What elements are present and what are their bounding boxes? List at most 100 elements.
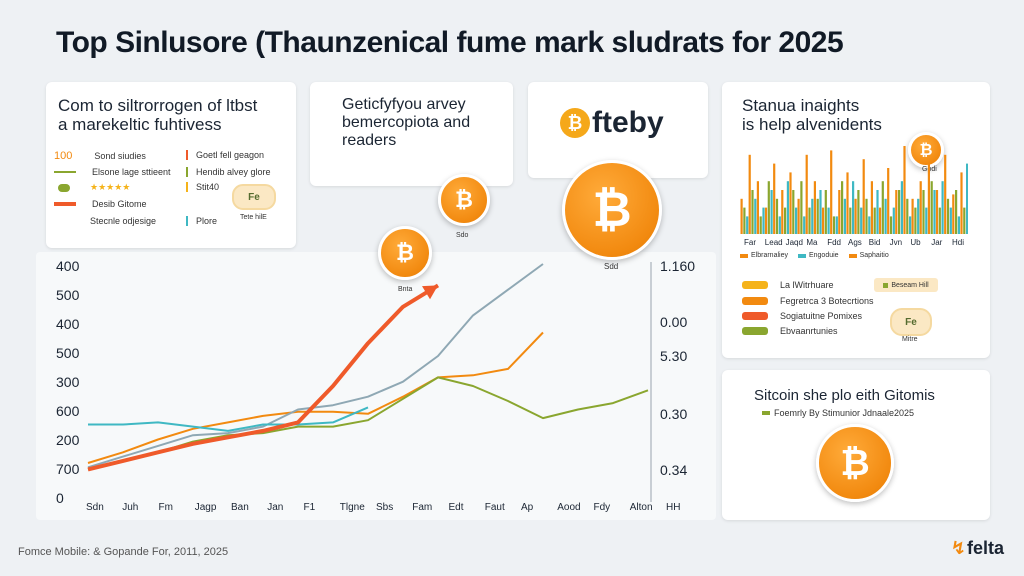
y-axis-right: 1.160 0.00 5.30 0.30 0.34 (656, 252, 716, 520)
card-title: Com to siltrorrogen of ltbst a marekelti… (58, 96, 258, 134)
bar (795, 207, 798, 234)
legend-item: Elbrarnaliey (740, 252, 788, 259)
series-line-1 (87, 263, 544, 469)
bar (903, 146, 906, 234)
legend-item: Stecnle odjesige (90, 216, 157, 226)
legend-swatch (58, 183, 70, 192)
legend-swatch (797, 253, 806, 258)
x-tick-label: Fam (412, 502, 433, 513)
y-tick-label: 500 (56, 345, 80, 361)
legend-item: Elsone lage sttieent (54, 167, 171, 177)
bar (824, 190, 827, 234)
y-axis-left: 400 500 400 500 300 600 200 700 0 (36, 252, 86, 520)
y-tick-label-right: 1.160 (660, 258, 696, 274)
bar (919, 181, 922, 234)
bar (938, 207, 941, 234)
card-title: Geticfyfyou arvey bemercopiota and reade… (342, 96, 471, 149)
bar (846, 172, 849, 234)
y-tick-label-right: 0.00 (660, 314, 688, 330)
legend-item: Stit40 (186, 182, 219, 192)
y-tick-label: 400 (56, 258, 80, 274)
y-tick-label: 0 (56, 490, 64, 506)
bar (789, 172, 792, 234)
bar (756, 181, 759, 234)
bar (778, 216, 781, 234)
swirl-icon: ↯ (950, 538, 966, 559)
y-tick-label: 700 (56, 461, 80, 477)
bitcoin-card: Sitcoin she plo eith Gitomis Foemrly By … (722, 370, 990, 520)
bar (751, 190, 754, 234)
bar (821, 207, 825, 234)
brand-logo: ₿ fteby (560, 106, 664, 140)
bar (827, 207, 830, 234)
x-tick-label: HH (666, 502, 681, 513)
legend-swatch (54, 171, 76, 173)
bar (946, 198, 950, 234)
bar-x-tick-label: Far (744, 238, 756, 247)
badge-caption: Tete hilE (240, 214, 267, 221)
card-subtitle: Foemrly By Stimunior Jdnaale2025 (762, 408, 914, 418)
bar (952, 194, 955, 234)
row-item: Sogiatuitne Pomixes (742, 311, 862, 321)
row-item: Fegretrca 3 Botecrtions (742, 296, 874, 306)
bar-legend: Elbrarnaliey Engoduie Saphaitio (740, 252, 889, 259)
bar (770, 190, 773, 234)
series-line-0 (87, 331, 544, 464)
bar (876, 190, 879, 234)
bar-x-tick-label: Hdi (952, 238, 965, 247)
y-tick-label: 500 (56, 287, 80, 303)
y-tick-label-right: 0.30 (660, 406, 688, 422)
bar (911, 198, 914, 234)
series-line-3 (88, 406, 369, 432)
bar-x-tick-label: Jaqd (785, 238, 803, 247)
page-title: Top Sinlusore (Thaunzenical fume mark sl… (56, 26, 844, 59)
bar (784, 207, 787, 234)
bar (830, 150, 833, 234)
bar-x-tick-label: Ags (848, 238, 862, 247)
x-axis: Sdn Juh Fm Jagp Ban Jan F1 Tlgne Sbs Fam Edt Faut Ap… (86, 502, 680, 516)
row-item: La lWitrhuare (742, 280, 834, 290)
bar (808, 207, 811, 234)
bar (803, 216, 806, 234)
row-item: Ebvaanrtunies (742, 326, 838, 336)
x-tick-label: Fm (158, 502, 173, 513)
bar (941, 181, 944, 234)
bar (832, 216, 836, 234)
bar-x-tick-label: Jvn (889, 238, 903, 247)
y-tick-label: 400 (56, 316, 80, 332)
bar (754, 198, 757, 234)
bar (963, 207, 966, 234)
legend-swatch (186, 150, 188, 160)
side-label: Beseam Hill (874, 278, 938, 292)
x-tick-label: Edt (448, 502, 464, 513)
series-line-4 (87, 283, 440, 472)
bar (944, 154, 947, 234)
bar (835, 216, 838, 234)
y-tick-label-right: 5.30 (660, 348, 688, 364)
line-chart (87, 262, 652, 502)
bar (816, 198, 819, 234)
footer-source: Fomce Mobile: & Gopande For, 2011, 2025 (18, 546, 229, 558)
x-tick-label: F1 (303, 502, 316, 513)
bitcoin-icon: ₿ (908, 132, 944, 168)
row-swatch (742, 327, 768, 335)
bar-x-tick-label: Jar (931, 238, 943, 247)
legend-item: 100 Sond siudies (54, 150, 146, 162)
bar (759, 216, 762, 234)
fe-badge: Fe (232, 184, 276, 210)
legend-card: Com to siltrorrogen of ltbst a marekelti… (46, 82, 296, 248)
line-chart-panel: 400 500 400 500 300 600 200 700 0 1.160 0.00 5.30 0… (36, 252, 716, 520)
card-title: Sitcoin she plo eith Gitomis (754, 387, 935, 404)
bar (914, 207, 917, 234)
bar (892, 207, 895, 234)
bar-x-tick-label: Bid (868, 238, 881, 247)
bar (857, 190, 860, 234)
bar (881, 181, 884, 234)
bar (781, 190, 784, 234)
x-tick-label: Alton (629, 502, 653, 513)
bar (773, 163, 776, 234)
bar-x-axis: Far Lead Jaqd Ma Fdd Ags Bid Jvn Ub Jar Hdi (744, 238, 970, 250)
x-tick-label: Ap (521, 502, 534, 513)
bar (868, 216, 871, 234)
bar (786, 181, 789, 234)
